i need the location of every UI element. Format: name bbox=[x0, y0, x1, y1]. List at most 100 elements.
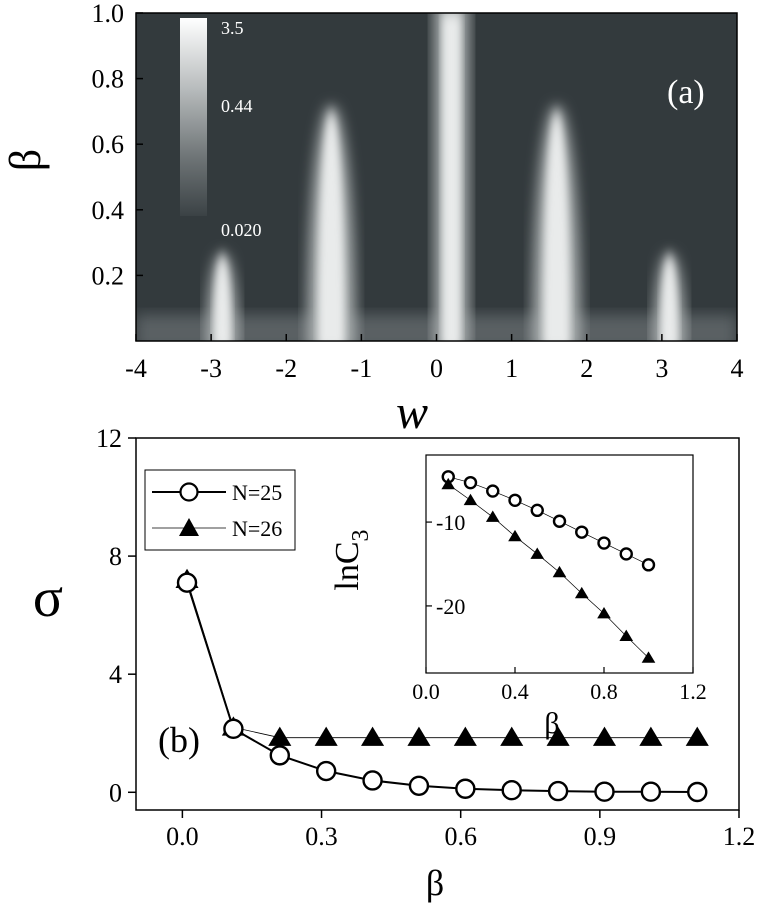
inset-series bbox=[441, 470, 656, 663]
data-point bbox=[486, 484, 500, 498]
data-point bbox=[269, 745, 290, 766]
inset-y-ticks: -10 -20 bbox=[426, 510, 465, 619]
heatmap-y-axis-label: β bbox=[1, 149, 50, 171]
data-point bbox=[592, 726, 617, 746]
legend-label-n26: N=26 bbox=[232, 516, 282, 541]
data-point bbox=[453, 726, 477, 746]
data-point bbox=[176, 572, 198, 593]
inset-x-ticks: 0.0 0.4 0.8 1.2 bbox=[412, 667, 707, 704]
inset-x-tick-label: 0.8 bbox=[590, 679, 618, 704]
data-point bbox=[501, 780, 522, 801]
y-tick-label: 1.0 bbox=[92, 0, 125, 28]
x-tick-label: -2 bbox=[275, 354, 297, 383]
heatmap-peak-core bbox=[318, 112, 345, 341]
data-point bbox=[640, 781, 662, 802]
legend-marker-n26 bbox=[179, 518, 199, 536]
data-point bbox=[407, 726, 431, 746]
data-point bbox=[619, 629, 634, 641]
x-tick-label: -3 bbox=[200, 354, 222, 383]
series-line bbox=[186, 579, 698, 739]
x-tick-label: 0.6 bbox=[444, 822, 477, 851]
heatmap-peak-core bbox=[213, 255, 231, 341]
y-tick-label: 0.6 bbox=[92, 130, 125, 159]
heatmap-peaks bbox=[136, 13, 737, 341]
data-point bbox=[408, 775, 430, 796]
sigma-x-ticks: 0.0 0.3 0.6 0.9 1.2 bbox=[166, 810, 755, 851]
data-point bbox=[575, 525, 589, 539]
sigma-x-axis-label: β bbox=[426, 863, 444, 903]
y-tick-label: 0.4 bbox=[92, 196, 125, 225]
data-point bbox=[685, 726, 709, 746]
data-point bbox=[223, 718, 244, 740]
data-point bbox=[485, 510, 500, 522]
data-point bbox=[574, 586, 589, 599]
data-point bbox=[500, 726, 524, 746]
data-point bbox=[455, 778, 476, 799]
inset-y-tick-label: -20 bbox=[436, 594, 465, 619]
data-point bbox=[619, 547, 633, 561]
data-point bbox=[463, 475, 478, 490]
inset-x-tick-label: 0.0 bbox=[412, 679, 440, 704]
sigma-y-axis-label: σ bbox=[33, 567, 63, 629]
heatmap-panel: 3.5 0.44 0.020 (a) -4 -3 -2 -1 0 1 2 3 4 0.20.40… bbox=[1, 0, 744, 439]
x-tick-label: 0.3 bbox=[305, 822, 338, 851]
data-point bbox=[687, 781, 708, 803]
data-point bbox=[547, 780, 569, 802]
data-point bbox=[463, 493, 478, 506]
inset-y-axis-label: lnC3 bbox=[329, 529, 374, 590]
y-tick-label: 8 bbox=[109, 542, 122, 571]
data-point bbox=[508, 529, 522, 542]
data-point bbox=[530, 503, 544, 518]
x-tick-label: 3 bbox=[655, 354, 668, 383]
x-tick-label: 4 bbox=[731, 354, 744, 383]
data-point bbox=[552, 514, 567, 528]
data-point bbox=[552, 565, 567, 578]
y-tick-label: 0.2 bbox=[92, 261, 125, 290]
heatmap-y-ticks: 0.2 0.4 0.6 0.8 1.0 bbox=[92, 0, 143, 290]
legend-label-n25: N=25 bbox=[232, 480, 282, 505]
data-point bbox=[508, 493, 522, 507]
x-tick-label: 2 bbox=[580, 354, 593, 383]
colorbar-label-max: 3.5 bbox=[221, 18, 244, 38]
series-line bbox=[448, 476, 649, 566]
x-tick-label: 0 bbox=[430, 354, 443, 383]
heatmap-peak-core bbox=[543, 112, 570, 341]
series-line bbox=[448, 484, 649, 659]
x-tick-label: 1 bbox=[505, 354, 518, 383]
data-point bbox=[361, 726, 385, 746]
inset-y-tick-label: -10 bbox=[436, 510, 465, 535]
data-point bbox=[641, 651, 656, 663]
data-point bbox=[641, 558, 656, 572]
panel-label-a: (a) bbox=[667, 74, 705, 111]
data-point bbox=[441, 477, 456, 490]
inset-chart: 0.0 0.4 0.8 1.2 -10 -20 β lnC3 bbox=[329, 454, 707, 740]
heatmap-peak-core bbox=[660, 255, 678, 341]
data-point bbox=[314, 726, 338, 746]
x-tick-label: 1.2 bbox=[723, 822, 756, 851]
heatmap-peak-core bbox=[442, 13, 461, 341]
data-point bbox=[597, 536, 611, 550]
panel-label-b: (b) bbox=[158, 720, 200, 760]
x-tick-label: 0.0 bbox=[166, 822, 199, 851]
inset-x-tick-label: 1.2 bbox=[679, 679, 707, 704]
sigma-frame bbox=[135, 437, 740, 811]
data-point bbox=[315, 760, 337, 782]
data-point bbox=[546, 726, 570, 746]
x-tick-label: 0.9 bbox=[584, 822, 617, 851]
colorbar bbox=[180, 18, 207, 216]
data-point bbox=[268, 726, 292, 746]
inset-x-tick-label: 0.4 bbox=[501, 679, 529, 704]
heatmap-x-ticks: -4 -3 -2 -1 0 1 2 3 4 bbox=[125, 334, 744, 383]
y-tick-label: 0 bbox=[109, 778, 122, 807]
colorbar-label-mid: 0.44 bbox=[221, 96, 253, 116]
heatmap-x-axis-label: w bbox=[396, 386, 428, 439]
inset-x-axis-label: β bbox=[544, 707, 559, 740]
data-point bbox=[530, 547, 545, 559]
y-tick-label: 4 bbox=[109, 660, 122, 689]
data-point bbox=[639, 726, 663, 746]
sigma-y-ticks: 0 4 8 12 bbox=[96, 424, 136, 807]
legend-box bbox=[144, 469, 296, 551]
y-tick-label: 12 bbox=[96, 424, 122, 453]
